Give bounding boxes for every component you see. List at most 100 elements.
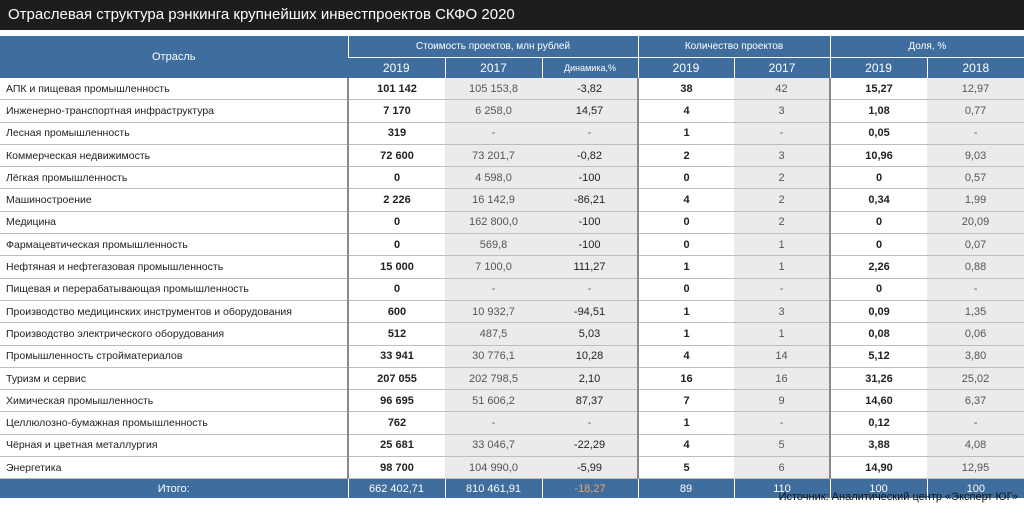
table-row: Энергетика 98 700 104 990,0 -5,99 5 6 14,90 12,… bbox=[0, 456, 1024, 480]
total-row: Итого: 662 402,71 810 461,91 -18,27 89 1… bbox=[0, 478, 1024, 499]
cell-count-2017: 9 bbox=[734, 389, 831, 413]
cell-share-2019: 0 bbox=[829, 166, 928, 190]
cell-cost-2017: 33 046,7 bbox=[445, 434, 542, 458]
cell-share-2019: 0,05 bbox=[829, 122, 928, 145]
cell-dynamics: -0,82 bbox=[542, 144, 639, 168]
cell-share-2019: 15,27 bbox=[829, 78, 928, 101]
header-share-group: Доля, % bbox=[829, 36, 1024, 58]
cell-cost-2017: 51 606,2 bbox=[445, 389, 542, 413]
cell-cost-2017: 487,5 bbox=[445, 322, 542, 346]
cell-cost-2019: 15 000 bbox=[347, 255, 445, 279]
table-row: Медицина 0 162 800,0 -100 0 2 0 20,09 bbox=[0, 211, 1024, 235]
cell-share-2018: 1,99 bbox=[927, 188, 1024, 212]
cell-dynamics: 10,28 bbox=[542, 345, 639, 368]
cell-share-2019: 0,08 bbox=[829, 322, 928, 346]
table-row: Туризм и сервис 207 055 202 798,5 2,10 16 16 3… bbox=[0, 367, 1024, 391]
table-row: Производство медицинских инструментов и … bbox=[0, 300, 1024, 324]
cell-share-2018: - bbox=[927, 122, 1024, 145]
cell-count-2019: 4 bbox=[637, 99, 735, 123]
cell-count-2017: 42 bbox=[734, 78, 831, 101]
header-share-2018: 2018 bbox=[926, 57, 1024, 78]
cell-share-2018: 3,80 bbox=[927, 345, 1024, 368]
cell-sector: Энергетика bbox=[0, 456, 348, 480]
header-count-2017: 2017 bbox=[733, 57, 831, 78]
cell-cost-2017: 569,8 bbox=[445, 233, 542, 257]
cell-sector: Нефтяная и нефтегазовая промышленность bbox=[0, 255, 348, 279]
cell-count-2017: - bbox=[734, 411, 831, 435]
cell-count-2019: 5 bbox=[637, 456, 735, 480]
cell-dynamics: 111,27 bbox=[542, 255, 639, 279]
cell-count-2017: 3 bbox=[734, 300, 831, 324]
cell-cost-2019: 600 bbox=[347, 300, 445, 324]
cell-cost-2017: 162 800,0 bbox=[445, 211, 542, 235]
cell-share-2019: 0 bbox=[829, 278, 928, 301]
table-row: Фармацевтическая промышленность 0 569,8 -10… bbox=[0, 233, 1024, 257]
cell-share-2018: 20,09 bbox=[927, 211, 1024, 235]
cell-count-2019: 0 bbox=[637, 233, 735, 257]
cell-share-2019: 14,90 bbox=[829, 456, 928, 480]
cell-share-2018: 1,35 bbox=[927, 300, 1024, 324]
cell-dynamics: -100 bbox=[542, 233, 639, 257]
cell-cost-2017: - bbox=[445, 122, 542, 145]
cell-count-2017: 2 bbox=[734, 211, 831, 235]
cell-share-2019: 0 bbox=[829, 233, 928, 257]
cell-count-2019: 2 bbox=[637, 144, 735, 168]
cell-cost-2019: 0 bbox=[347, 166, 445, 190]
cell-share-2018: 6,37 bbox=[927, 389, 1024, 413]
header-share-2019: 2019 bbox=[829, 57, 928, 78]
cell-sector: Фармацевтическая промышленность bbox=[0, 233, 348, 257]
cell-dynamics: - bbox=[542, 278, 639, 301]
cell-cost-2017: 30 776,1 bbox=[445, 345, 542, 368]
header-count-2019: 2019 bbox=[637, 57, 735, 78]
total-count-2019: 89 bbox=[637, 478, 735, 499]
cell-count-2017: 2 bbox=[734, 166, 831, 190]
cell-count-2019: 0 bbox=[637, 166, 735, 190]
cell-count-2019: 1 bbox=[637, 255, 735, 279]
header-sector: Отрасль bbox=[0, 36, 348, 78]
cell-dynamics: - bbox=[542, 122, 639, 145]
cell-count-2019: 0 bbox=[637, 278, 735, 301]
total-label: Итого: bbox=[0, 478, 348, 499]
cell-share-2018: 12,95 bbox=[927, 456, 1024, 480]
cell-count-2017: 3 bbox=[734, 144, 831, 168]
cell-count-2017: - bbox=[734, 278, 831, 301]
cell-share-2019: 2,26 bbox=[829, 255, 928, 279]
cell-dynamics: 14,57 bbox=[542, 99, 639, 123]
cell-count-2019: 0 bbox=[637, 211, 735, 235]
cell-cost-2019: 25 681 bbox=[347, 434, 445, 458]
table-row: Нефтяная и нефтегазовая промышленность 15… bbox=[0, 255, 1024, 279]
cell-dynamics: 5,03 bbox=[542, 322, 639, 346]
header-cost-2019: 2019 bbox=[348, 57, 445, 78]
cell-count-2019: 4 bbox=[637, 434, 735, 458]
cell-count-2017: 1 bbox=[734, 255, 831, 279]
cell-sector: Коммерческая недвижимость bbox=[0, 144, 348, 168]
cell-count-2019: 7 bbox=[637, 389, 735, 413]
cell-sector: Целлюлозно-бумажная промышленность bbox=[0, 411, 348, 435]
cell-sector: АПК и пищевая промышленность bbox=[0, 78, 348, 101]
table-row: Чёрная и цветная металлургия 25 681 33 046… bbox=[0, 434, 1024, 458]
cell-share-2019: 0,34 bbox=[829, 188, 928, 212]
table-row: Химическая промышленность 96 695 51 606,2 8… bbox=[0, 389, 1024, 413]
cell-share-2019: 5,12 bbox=[829, 345, 928, 368]
cell-cost-2019: 72 600 bbox=[347, 144, 445, 168]
cell-cost-2017: 6 258,0 bbox=[445, 99, 542, 123]
cell-cost-2019: 0 bbox=[347, 233, 445, 257]
cell-sector: Промышленность стройматериалов bbox=[0, 345, 348, 368]
cell-count-2017: 16 bbox=[734, 367, 831, 391]
cell-share-2019: 0 bbox=[829, 211, 928, 235]
total-dynamics: -18,27 bbox=[541, 478, 639, 499]
cell-share-2018: 12,97 bbox=[927, 78, 1024, 101]
cell-count-2019: 1 bbox=[637, 122, 735, 145]
cell-cost-2017: 16 142,9 bbox=[445, 188, 542, 212]
cell-count-2019: 1 bbox=[637, 300, 735, 324]
cell-share-2018: 0,57 bbox=[927, 166, 1024, 190]
cell-share-2018: - bbox=[927, 411, 1024, 435]
cell-dynamics: -22,29 bbox=[542, 434, 639, 458]
cell-share-2018: 9,03 bbox=[927, 144, 1024, 168]
table-row: АПК и пищевая промышленность 101 142 105 1… bbox=[0, 78, 1024, 101]
cell-share-2019: 10,96 bbox=[829, 144, 928, 168]
cell-share-2019: 0,12 bbox=[829, 411, 928, 435]
cell-cost-2017: 7 100,0 bbox=[445, 255, 542, 279]
table-title: Отраслевая структура рэнкинга крупнейших… bbox=[0, 0, 1024, 30]
cell-dynamics: -100 bbox=[542, 211, 639, 235]
